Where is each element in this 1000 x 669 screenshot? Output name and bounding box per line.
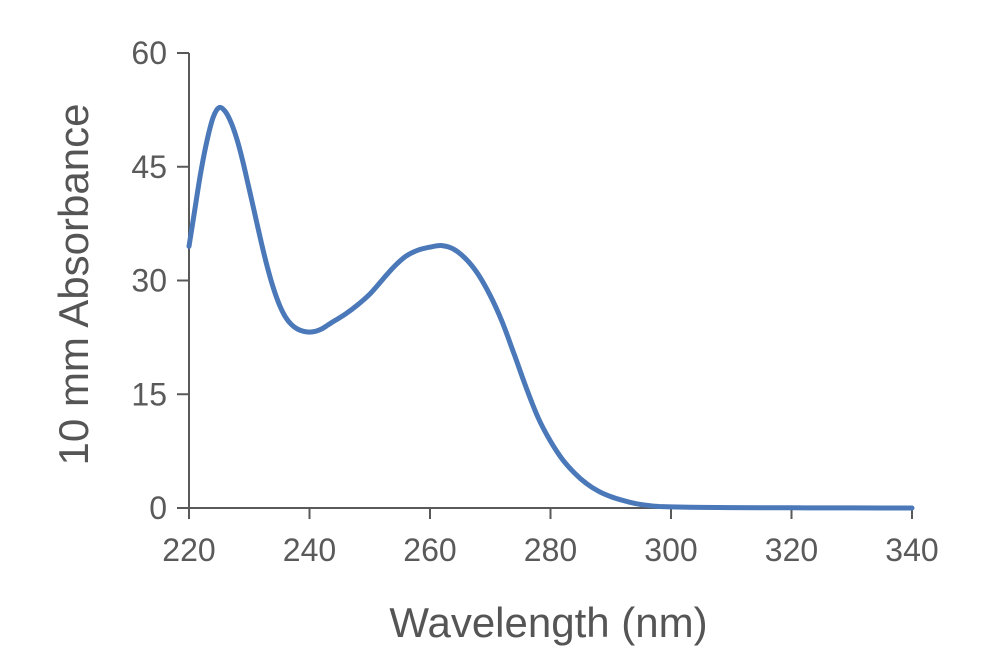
- y-axis-ticks: 0 15 30 45 60: [131, 35, 189, 526]
- x-tick-label: 320: [765, 532, 818, 568]
- x-tick-label: 220: [162, 532, 215, 568]
- x-tick-label: 300: [644, 532, 697, 568]
- x-tick-label: 280: [524, 532, 577, 568]
- y-tick-label: 0: [149, 490, 167, 526]
- y-tick-label: 30: [131, 263, 167, 299]
- y-tick-label: 45: [131, 149, 167, 185]
- x-tick-label: 240: [283, 532, 336, 568]
- absorbance-series-line: [186, 104, 915, 511]
- y-axis-title: 10 mm Absorbance: [50, 104, 97, 466]
- x-axis-title: Wavelength (nm): [389, 599, 707, 646]
- x-axis-ticks: 220 240 260 280 300 320 340: [162, 508, 939, 568]
- y-tick-label: 60: [131, 35, 167, 71]
- x-tick-label: 340: [885, 532, 938, 568]
- x-tick-label: 260: [403, 532, 456, 568]
- series-layer: [186, 104, 915, 511]
- y-tick-label: 15: [131, 376, 167, 412]
